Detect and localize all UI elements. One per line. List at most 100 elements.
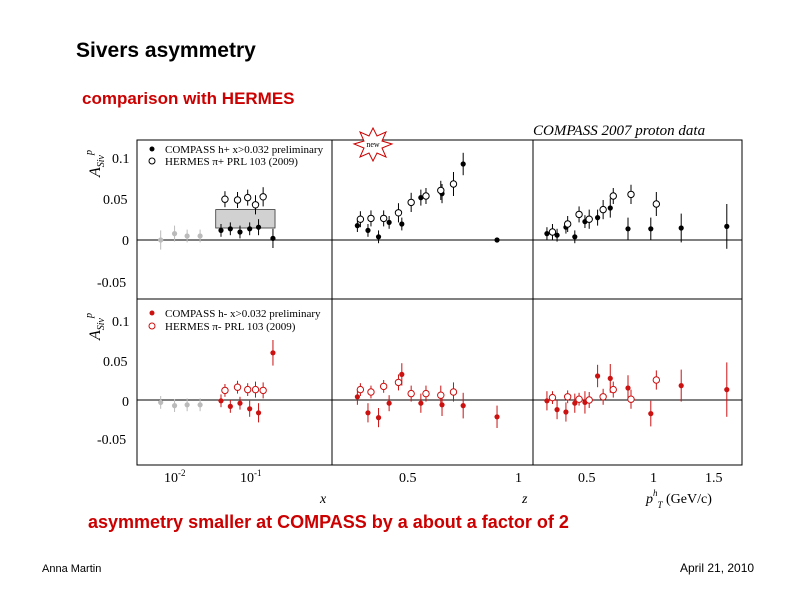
y-ticks: 0.1 0.05 0 -0.05 0.1 0.05 0 -0.05 <box>97 152 130 448</box>
hermes-point <box>422 389 430 398</box>
x-tick-z-0.5: 0.5 <box>399 471 417 486</box>
compass-point <box>171 231 178 237</box>
hermes-point <box>221 195 229 203</box>
y-tick-top--0.05: -0.05 <box>97 276 126 291</box>
y-tick-top-0.1: 0.1 <box>112 152 130 167</box>
legend-bottom: COMPASS h- x>0.032 preliminary HERMES π-… <box>148 308 321 333</box>
hermes-point <box>449 388 458 396</box>
compass-point <box>724 387 730 393</box>
data-layer <box>158 152 730 428</box>
compass-point <box>544 231 550 237</box>
y-tick-top-0: 0 <box>122 234 129 249</box>
footer-date: April 21, 2010 <box>680 561 755 575</box>
compass-point <box>494 414 500 420</box>
hermes-point <box>609 192 617 200</box>
x-tick-pt-0.5: 0.5 <box>578 471 596 486</box>
footer-author: Anna Martin <box>42 563 102 575</box>
compass-point <box>365 227 371 233</box>
x-tick-pt-1: 1 <box>650 471 657 486</box>
hermes-point <box>407 198 415 207</box>
hermes-point <box>585 396 593 404</box>
compass-point <box>270 235 276 241</box>
compass-point <box>724 223 730 229</box>
hermes-point <box>259 386 267 395</box>
hermes-point <box>379 382 388 391</box>
hermes-point <box>652 376 661 384</box>
compass-point <box>247 226 253 232</box>
x-ticks: 10-2 10-1 0.5 1 0.5 1 1.5 <box>164 468 723 486</box>
y-axis-label-bottom: ASivp <box>84 313 107 341</box>
hermes-point <box>233 383 242 391</box>
hermes-point <box>627 395 635 403</box>
hermes-point <box>599 205 607 214</box>
legend-compass-label: COMPASS h+ x>0.032 preliminary <box>165 144 324 156</box>
compass-point <box>227 403 233 409</box>
compass-point <box>218 398 224 404</box>
compass-point <box>678 383 684 389</box>
compass-point <box>648 411 654 417</box>
chart-title: COMPASS 2007 proton data <box>533 123 705 139</box>
compass-point <box>255 224 262 230</box>
legend-compass-marker <box>149 310 155 316</box>
hermes-point <box>356 215 365 223</box>
legend-hermes-label: HERMES π- PRL 103 (2009) <box>165 321 296 333</box>
hermes-point <box>394 378 403 387</box>
compass-point <box>354 223 360 229</box>
hermes-point <box>367 214 375 223</box>
compass-point <box>418 400 424 406</box>
compass-point <box>197 233 203 239</box>
x-tick-log-1: 10-1 <box>240 468 262 486</box>
compass-point <box>197 402 203 408</box>
compass-point <box>375 415 382 421</box>
hermes-point <box>422 192 430 200</box>
hermes-point <box>243 385 252 394</box>
compass-point <box>227 226 233 232</box>
compass-point <box>648 226 654 232</box>
panel-grid <box>136 139 743 466</box>
compass-point <box>247 406 253 412</box>
hermes-point <box>367 388 375 396</box>
hermes-point <box>379 214 388 223</box>
legend-hermes-marker <box>148 157 156 165</box>
compass-point <box>399 221 405 227</box>
compass-point <box>595 215 601 221</box>
x-axis-label-x: x <box>319 492 327 507</box>
compass-point <box>625 226 631 232</box>
legend-hermes-label: HERMES π+ PRL 103 (2009) <box>165 156 298 168</box>
compass-point <box>218 227 224 233</box>
compass-point <box>572 400 578 406</box>
hermes-point <box>609 385 617 394</box>
legend-compass-marker <box>149 146 155 152</box>
compass-point <box>460 403 466 409</box>
compass-point <box>494 237 500 243</box>
hermes-point <box>251 201 260 209</box>
hermes-point <box>575 395 583 403</box>
y-axis-label-top: ASivp <box>84 150 107 178</box>
hermes-point <box>407 389 415 398</box>
hermes-point <box>548 393 557 402</box>
compass-point <box>563 409 569 415</box>
x-tick-z-1: 1 <box>515 471 522 486</box>
y-tick-bottom--0.05: -0.05 <box>97 433 126 448</box>
hermes-point <box>233 196 242 204</box>
hermes-point <box>394 209 403 217</box>
compass-point <box>607 205 613 211</box>
compass-point <box>572 234 578 240</box>
new-badge-label: new <box>366 140 380 149</box>
hermes-point <box>599 393 607 401</box>
hermes-point <box>575 210 583 219</box>
hermes-point <box>627 190 635 199</box>
y-tick-bottom-0.05: 0.05 <box>103 355 128 370</box>
compass-point <box>184 402 190 408</box>
compass-point <box>386 219 392 225</box>
hermes-point <box>548 228 557 236</box>
hermes-point <box>563 393 572 401</box>
compass-point <box>375 234 382 240</box>
compass-point <box>270 350 276 356</box>
x-axis-label-z: z <box>521 492 528 507</box>
compass-point <box>439 402 445 408</box>
hermes-point <box>449 180 458 188</box>
new-badge-burst <box>352 126 394 163</box>
compass-point <box>607 375 613 381</box>
